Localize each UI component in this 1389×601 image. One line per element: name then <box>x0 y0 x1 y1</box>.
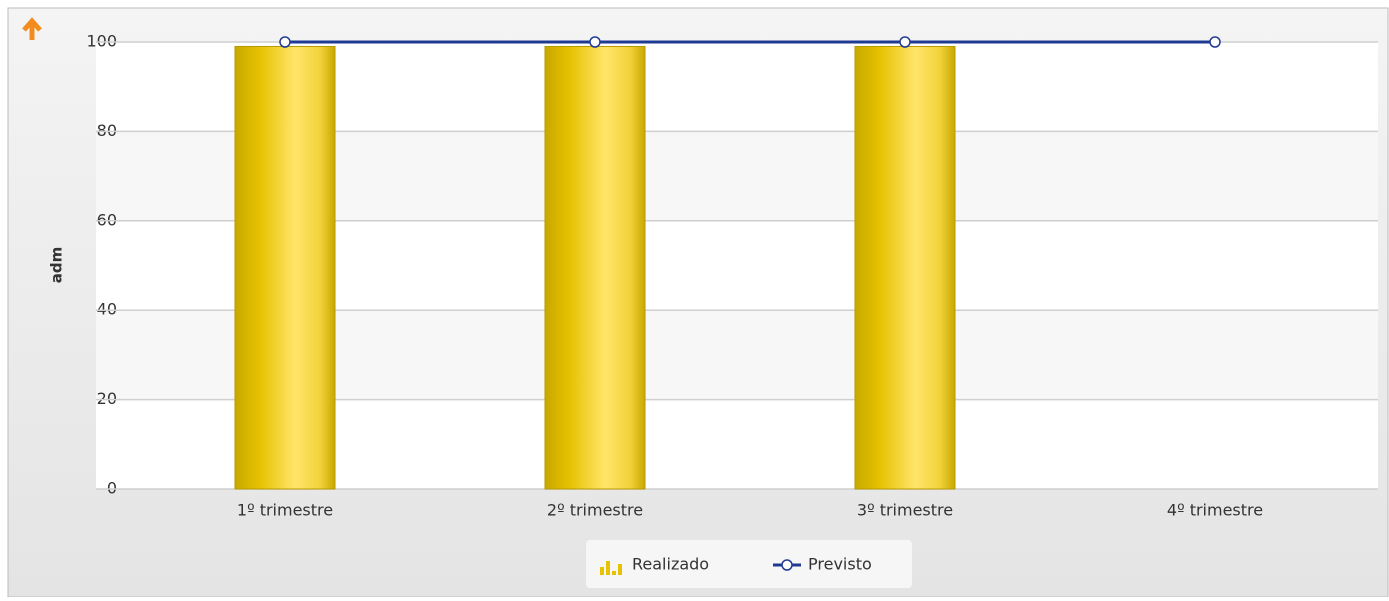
bar <box>234 45 336 490</box>
y-axis-label: adm <box>48 247 66 284</box>
line-marker <box>899 36 911 48</box>
y-tick-label: 20 <box>97 389 117 408</box>
legend-label: Realizado <box>632 555 709 574</box>
legend-label: Previsto <box>808 555 872 574</box>
x-tick-label: 2º trimestre <box>547 501 643 520</box>
y-tick-label: 100 <box>86 32 117 51</box>
legend-box <box>586 540 912 588</box>
x-tick-label: 4º trimestre <box>1167 501 1263 520</box>
legend-icon <box>781 559 793 571</box>
bar <box>544 45 646 490</box>
legend-icon <box>612 571 616 575</box>
line-marker <box>279 36 291 48</box>
legend-icon <box>606 561 610 575</box>
y-tick-label: 80 <box>97 121 117 140</box>
x-tick-label: 3º trimestre <box>857 501 953 520</box>
line-marker <box>1209 36 1221 48</box>
y-tick-label: 40 <box>97 300 117 319</box>
x-tick-label: 1º trimestre <box>237 501 333 520</box>
legend-icon <box>600 567 604 575</box>
y-tick-label: 60 <box>97 210 117 229</box>
line-marker <box>589 36 601 48</box>
drill-up-icon[interactable] <box>22 17 42 40</box>
bar <box>854 45 956 490</box>
legend-icon <box>618 564 622 575</box>
y-tick-label: 0 <box>107 479 117 498</box>
